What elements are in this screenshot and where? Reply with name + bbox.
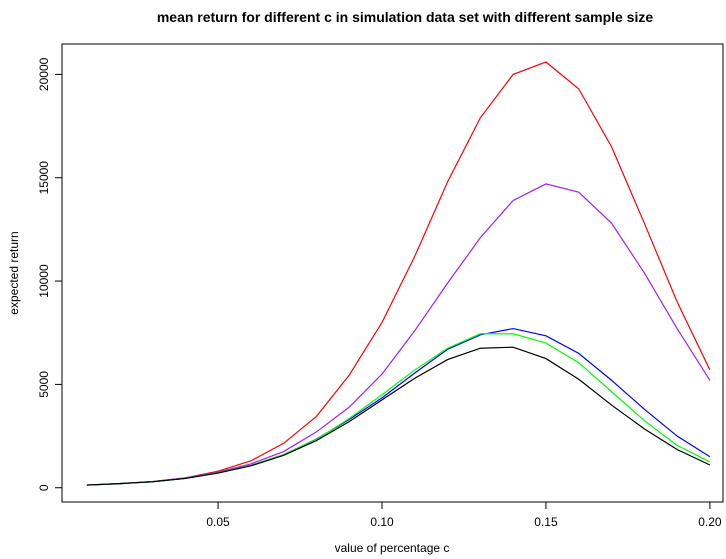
series-line bbox=[86, 61, 711, 486]
x-tick-label: 0.15 bbox=[534, 515, 558, 529]
y-axis-label: expected return bbox=[7, 231, 21, 314]
y-tick-label: 15000 bbox=[37, 161, 51, 195]
x-tick-label: 0.10 bbox=[370, 515, 394, 529]
y-tick-label: 10000 bbox=[37, 264, 51, 298]
chart-title: mean return for different c in simulatio… bbox=[157, 9, 654, 25]
y-tick-label: 20000 bbox=[37, 57, 51, 91]
plot-box bbox=[61, 43, 724, 503]
x-tick-label: 0.20 bbox=[698, 515, 722, 529]
series-line bbox=[86, 183, 711, 486]
x-tick-label: 0.05 bbox=[206, 515, 230, 529]
series-line bbox=[86, 333, 711, 486]
y-tick-label: 5000 bbox=[37, 371, 51, 398]
series-line bbox=[86, 346, 711, 486]
y-tick-label: 0 bbox=[37, 484, 51, 491]
x-axis-label: value of percentage c bbox=[335, 541, 450, 555]
